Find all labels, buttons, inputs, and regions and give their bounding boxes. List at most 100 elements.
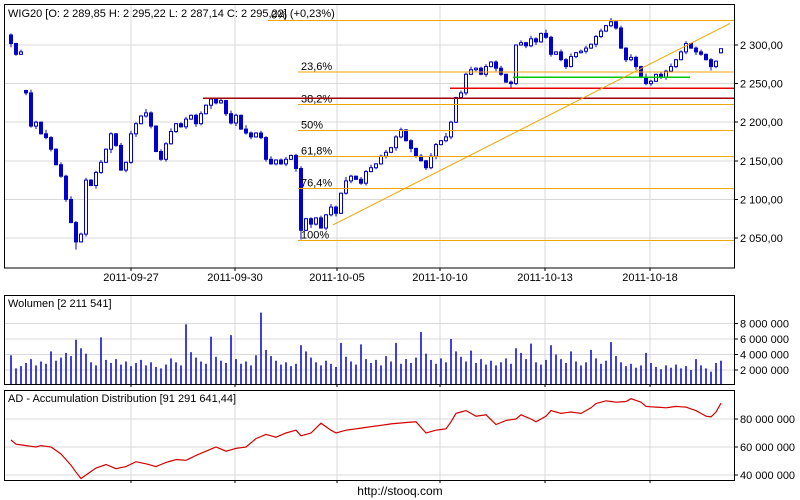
volume-bar bbox=[175, 362, 177, 384]
candle-body bbox=[134, 123, 138, 135]
candle-body bbox=[319, 217, 323, 229]
volume-bar bbox=[440, 358, 442, 384]
volume-bar bbox=[565, 363, 567, 384]
volume-bar bbox=[265, 349, 267, 384]
candle-body bbox=[354, 175, 358, 180]
candle-body bbox=[524, 42, 528, 47]
volume-bar bbox=[615, 356, 617, 384]
candle-body bbox=[684, 43, 688, 53]
candle-body bbox=[64, 175, 68, 200]
volume-bar bbox=[505, 358, 507, 384]
candle-body bbox=[349, 175, 353, 182]
volume-bar bbox=[520, 352, 522, 384]
volume-bar bbox=[610, 342, 612, 384]
candle-body bbox=[264, 137, 268, 160]
volume-bar bbox=[625, 366, 627, 384]
volume-bar bbox=[205, 363, 207, 384]
candle-body bbox=[254, 132, 258, 138]
fib-level-label-61.8: 61,8% bbox=[301, 145, 332, 157]
candle-body bbox=[369, 167, 373, 173]
candle-body bbox=[699, 51, 703, 55]
candle-body bbox=[399, 129, 403, 138]
candle-body bbox=[249, 132, 253, 138]
candle-body bbox=[634, 56, 638, 68]
volume-bar bbox=[580, 365, 582, 384]
volume-bar bbox=[355, 364, 357, 384]
candle-body bbox=[409, 140, 413, 149]
candle-body bbox=[149, 112, 153, 127]
volume-axis-label: 2 000 000 bbox=[740, 365, 789, 377]
candle-body bbox=[614, 21, 618, 29]
candle-body bbox=[514, 44, 518, 85]
ad-axis-label: 80 000 000 bbox=[740, 414, 795, 426]
volume-bar bbox=[490, 360, 492, 384]
volume-bar bbox=[595, 358, 597, 384]
volume-bar bbox=[380, 365, 382, 384]
fib-level-label-76.4: 76,4% bbox=[301, 177, 332, 189]
candle-body bbox=[144, 112, 148, 117]
volume-bar bbox=[655, 366, 657, 384]
candle-body bbox=[114, 133, 118, 146]
volume-bar bbox=[155, 366, 157, 384]
volume-bar bbox=[700, 365, 702, 384]
volume-bar bbox=[710, 371, 712, 384]
volume-bar bbox=[480, 359, 482, 384]
volume-bar bbox=[250, 365, 252, 384]
volume-bar bbox=[485, 364, 487, 384]
price-panel-title: WIG20 [O: 2 289,85 H: 2 295,22 L: 2 287,… bbox=[8, 8, 335, 20]
volume-bar bbox=[590, 349, 592, 384]
candle-body bbox=[474, 67, 478, 71]
volume-bar bbox=[455, 351, 457, 384]
candle-body bbox=[159, 151, 163, 160]
volume-bar bbox=[575, 361, 577, 384]
volume-bar bbox=[310, 357, 312, 384]
candle-body bbox=[104, 148, 108, 163]
candle-body bbox=[224, 100, 228, 115]
volume-bar bbox=[295, 363, 297, 384]
candle-body bbox=[344, 180, 348, 194]
volume-bar bbox=[30, 359, 32, 384]
candle-body bbox=[379, 155, 383, 165]
volume-bar bbox=[395, 342, 397, 384]
volume-bar bbox=[170, 358, 172, 384]
candle-body bbox=[89, 179, 93, 187]
candle-body bbox=[534, 38, 538, 43]
price-axis-label: 2 100,00 bbox=[740, 194, 783, 206]
volume-axis-label: 8 000 000 bbox=[740, 319, 789, 331]
candle-body bbox=[714, 60, 718, 68]
candle-body bbox=[579, 50, 583, 54]
volume-bar bbox=[435, 363, 437, 384]
axis-labels-layer: 2 300,00 2 250,00 2 200,00 2 150,00 2 100,00… bbox=[103, 40, 795, 483]
date-label: 2011-09-30 bbox=[207, 272, 262, 284]
volume-bar bbox=[515, 348, 517, 384]
candle-body bbox=[119, 144, 123, 171]
volume-bar bbox=[495, 365, 497, 384]
candle-body bbox=[444, 136, 448, 142]
volume-bar bbox=[145, 365, 147, 384]
volume-bar bbox=[525, 359, 527, 384]
volume-bar bbox=[385, 356, 387, 384]
candle-body bbox=[334, 206, 338, 214]
candle-body bbox=[694, 47, 698, 53]
candle-body bbox=[309, 218, 313, 225]
volume-bar bbox=[555, 354, 557, 384]
volume-bar bbox=[260, 312, 262, 384]
volume-bar bbox=[245, 361, 247, 384]
price-axis-label: 2 050,00 bbox=[740, 233, 783, 245]
volume-bar bbox=[240, 363, 242, 384]
candle-body bbox=[564, 59, 568, 68]
candle-body bbox=[464, 73, 468, 94]
candle-body bbox=[259, 132, 263, 139]
candle-body bbox=[54, 148, 58, 166]
price-axis-label: 2 150,00 bbox=[740, 156, 783, 168]
volume-bar bbox=[690, 370, 692, 384]
candle-body bbox=[499, 67, 503, 75]
volume-bar bbox=[430, 359, 432, 384]
candle-body bbox=[394, 136, 398, 149]
date-label: 2011-10-18 bbox=[622, 272, 677, 284]
ad-line-series bbox=[10, 398, 722, 480]
volume-bar bbox=[415, 357, 417, 384]
volume-bar bbox=[335, 366, 337, 384]
candle-body bbox=[704, 53, 708, 61]
volume-bar bbox=[370, 363, 372, 384]
